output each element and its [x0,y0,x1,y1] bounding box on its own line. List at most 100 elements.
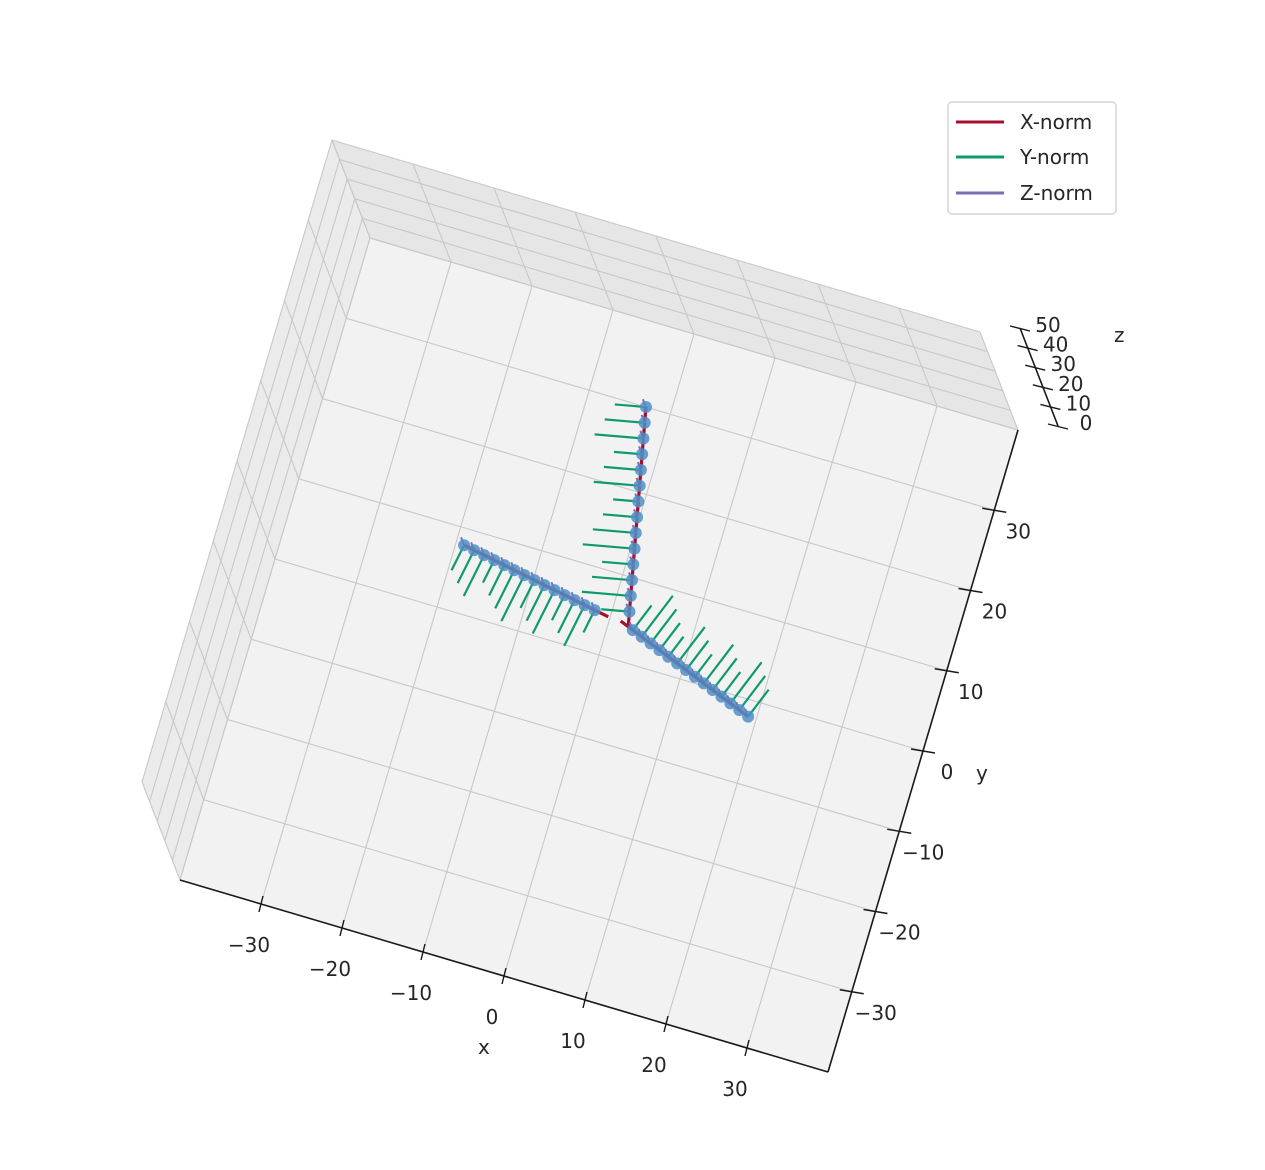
z-tick-mark [1025,364,1046,371]
y-norm-arrow [456,549,476,584]
data-point-marker [697,677,710,690]
y-norm-arrow [702,644,735,685]
grid-line-z [171,217,1011,861]
y-norm-arrow [603,465,641,472]
z-tick-label: 0 [1080,411,1093,435]
data-point-marker [742,710,755,723]
x-tick-mark [501,967,507,985]
data-point-marker [498,559,511,572]
y-tick-label: −10 [902,840,944,864]
legend-label-x-norm: X-norm [1020,110,1092,134]
y-tick-mark [863,908,888,915]
data-point-marker [578,599,591,612]
y-norm-arrow [640,595,674,638]
y-tick-mark [958,587,983,594]
quiver-arm [581,398,652,627]
y-norm-arrow [531,589,556,635]
data-point-marker [588,604,601,617]
data-point-marker [644,637,657,650]
legend-label-y-norm: Y-norm [1019,145,1089,169]
data-point-marker [662,650,675,663]
x-tick-label: −20 [309,957,351,981]
data-point-marker [634,464,647,477]
y-tick-mark [887,828,912,834]
y-norm-arrow [494,569,516,609]
data-point-marker [632,495,645,508]
y-tick-label: −20 [878,921,920,945]
x-tick-mark [663,1015,669,1033]
data-point-marker [653,644,666,657]
z-tick-mark [1047,423,1069,430]
y-norm-arrow [525,584,546,622]
data-point-marker [478,549,491,562]
grid-line-z [164,198,1003,841]
y-tick-label: 10 [958,680,983,704]
data-point-marker [624,589,637,602]
y-tick-mark [934,668,959,674]
data-point-marker [637,432,650,445]
y-axis-ticks: −30 −20 −10 0 10 20 30 [839,507,1031,1025]
y-norm-arrow [582,543,635,550]
data-point-marker [629,526,642,539]
data-point-marker [548,584,561,597]
grid-lines [141,139,1019,1073]
data-point-marker [558,589,571,602]
data-point-marker [688,670,701,683]
legend-label-z-norm: Z-norm [1020,181,1093,205]
data-point-marker [638,416,651,429]
data-point-marker [680,664,693,677]
data-point-marker [538,579,551,592]
y-norm-arrow [592,528,636,535]
y-norm-arrow [557,599,576,634]
y-norm-arrow [594,433,644,440]
y-norm-arrow [604,418,645,424]
data-point-marker [627,558,640,571]
grid-line-z [149,158,988,802]
data-point-marker [724,697,737,710]
data-point-marker [635,630,648,643]
data-point-marker [628,542,641,555]
data-point-marker [518,569,531,582]
y-axis-label: y [976,761,988,785]
x-tick-label: 10 [560,1029,585,1053]
y-norm-arrow [649,608,678,645]
data-point-marker [458,539,471,552]
z-tick-mark [1017,344,1038,352]
z-tick-label: 20 [1058,372,1083,396]
data-point-marker [636,448,649,461]
data-point-marker [508,564,521,577]
y-norm-arrow [593,480,640,487]
x-tick-label: −10 [390,981,432,1005]
y-norm-arrow [676,626,706,665]
y-tick-label: 20 [982,600,1007,624]
x-tick-label: −30 [228,933,270,957]
data-point-marker [623,605,636,618]
x-tick-label: 30 [722,1077,747,1101]
y-norm-arrow [563,604,586,647]
data-point-marker [633,479,646,492]
y-tick-label: −30 [855,1001,897,1025]
y-tick-label: 0 [941,760,954,784]
x-tick-mark [420,943,426,961]
y-norm-arrow [738,675,766,711]
z-tick-label: 50 [1035,313,1060,337]
data-point-marker [671,657,684,670]
y-norm-arrow [685,640,710,671]
y-norm-arrow [591,575,633,582]
z-tick-label: 40 [1043,333,1068,357]
data-point-marker [528,574,541,587]
grid-line-z [156,178,996,822]
x-tick-label: 20 [641,1053,666,1077]
z-axis-label: z [1114,323,1125,347]
quiver-plot [450,398,770,723]
quiver-arm [619,595,770,723]
x-tick-mark [582,991,588,1009]
data-point-marker [568,594,581,607]
legend: X-norm Y-norm Z-norm [947,101,1117,215]
data-point-marker [631,511,644,524]
legend-frame [947,101,1117,215]
z-axis-line [1019,327,1059,427]
data-point-marker [733,703,746,716]
data-point-marker [488,554,501,567]
